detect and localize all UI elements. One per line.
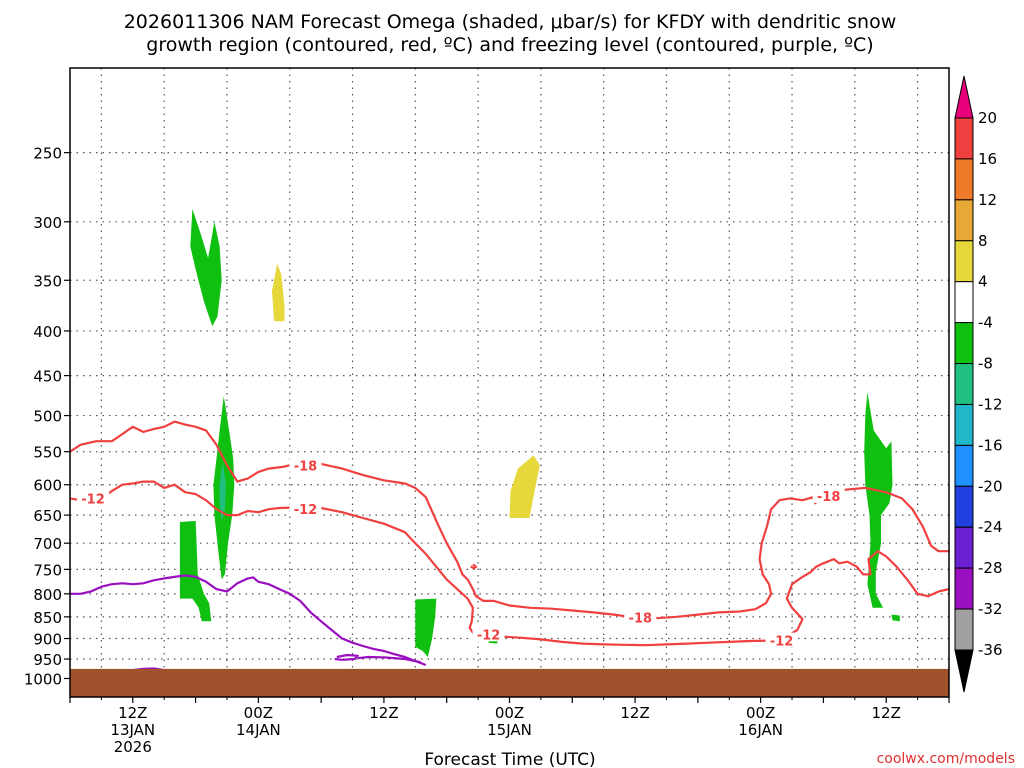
contour-label: -12	[81, 492, 105, 507]
y-axis-ticks: 250 300 350 400 450 500 550 600 650 700 750 800 850 9…	[24, 145, 70, 688]
contour-label-bg	[812, 487, 845, 503]
colorbar-label: -12	[978, 395, 1003, 413]
contour-line	[70, 574, 427, 667]
colorbar-arrow-bottom	[954, 649, 974, 693]
colorbar-label: 20	[978, 109, 997, 127]
terrain-fill	[70, 668, 949, 697]
contour-label: -18	[629, 612, 653, 627]
chart-title-line-2: growth region (contoured, red, ºC) and f…	[146, 34, 873, 56]
colorbar-label: -8	[978, 355, 993, 373]
colorbar-arrow-top	[954, 75, 974, 119]
y-tick-label: 900	[33, 631, 62, 649]
colorbar-swatch	[954, 281, 974, 324]
colorbar-swatch	[954, 608, 974, 651]
colorbar-swatch	[954, 363, 974, 405]
y-tick-label: 400	[33, 323, 62, 341]
credit-text: coolwx.com/models	[877, 751, 1015, 767]
colorbar: 20 16 12 8 4 -4 -8 -12 -16 -20 -24 -28 -32 -36	[954, 75, 1003, 693]
colorbar-swatch	[954, 199, 974, 242]
contour-label: -18	[817, 490, 841, 505]
colorbar-label: -28	[978, 559, 1003, 577]
plot-background	[70, 68, 949, 697]
omega-shaded-region	[190, 208, 222, 327]
y-tick-label: 650	[33, 507, 62, 525]
omega-shaded-region	[891, 614, 900, 622]
y-tick-label: 850	[33, 609, 62, 627]
colorbar-swatch	[954, 240, 974, 283]
chart-title-line-1: 2026011306 NAM Forecast Omega (shaded, μ…	[124, 11, 897, 33]
x-tick-label: 00Z	[244, 704, 273, 722]
terrain	[70, 668, 949, 697]
colorbar-swatch	[954, 117, 974, 160]
colorbar-swatch	[954, 526, 974, 569]
x-tick-label: 14JAN	[236, 721, 281, 739]
colorbar-label: -16	[978, 436, 1003, 454]
colorbar-label: -24	[978, 518, 1003, 536]
colorbar-label: -32	[978, 600, 1003, 618]
colorbar-swatch	[954, 158, 974, 201]
contour-label: -12	[294, 503, 318, 518]
colorbar-label: 8	[978, 232, 988, 250]
colorbar-swatch	[954, 567, 974, 610]
contour-label: -12	[477, 628, 501, 643]
contour-labels: -18 -12 -12 -18 -12 -12 -18	[77, 457, 845, 650]
y-tick-label: 700	[33, 535, 62, 553]
contour-label-bg	[289, 457, 322, 473]
contour-label: -12	[770, 635, 794, 650]
contour-label-bg	[289, 501, 322, 517]
omega-shaded-region	[272, 263, 285, 322]
colorbar-swatch	[954, 322, 974, 365]
y-tick-label: 450	[33, 368, 62, 386]
colorbar-swatch	[954, 403, 974, 446]
x-tick-label: 12Z	[118, 704, 147, 722]
colorbar-label: -4	[978, 314, 993, 332]
omega-shaded-region	[415, 598, 437, 657]
contour-label-bg	[624, 609, 657, 625]
y-tick-label: 800	[33, 586, 62, 604]
contour-line	[70, 420, 949, 620]
grid-lines	[70, 68, 949, 697]
colorbar-label: -20	[978, 477, 1003, 495]
y-tick-label: 500	[33, 408, 62, 426]
omega-shaded-region	[509, 455, 540, 518]
x-tick-label: 12Z	[620, 704, 649, 722]
contour-label: -18	[294, 459, 318, 474]
colorbar-label: 16	[978, 150, 997, 168]
x-tick-label: 2026	[114, 738, 152, 756]
x-axis-label: Forecast Time (UTC)	[424, 750, 595, 768]
colorbar-swatch	[954, 485, 974, 528]
y-tick-label: 250	[33, 145, 62, 163]
omega-shading	[179, 208, 900, 657]
colorbar-label: 4	[978, 273, 988, 291]
omega-shaded-region	[864, 392, 893, 608]
contour-label-bg	[77, 490, 110, 506]
x-tick-label: 00Z	[495, 704, 524, 722]
contour-label-bg	[765, 632, 798, 648]
contour-line	[334, 653, 359, 661]
x-tick-label: 16JAN	[738, 721, 783, 739]
x-tick-label: 15JAN	[487, 721, 532, 739]
x-tick-label: 00Z	[746, 704, 775, 722]
y-tick-label: 300	[33, 214, 62, 232]
colorbar-label: 12	[978, 191, 997, 209]
contour-label-bg	[472, 626, 505, 642]
y-tick-label: 550	[33, 444, 62, 462]
y-tick-label: 750	[33, 561, 62, 579]
x-tick-label: 12Z	[369, 704, 398, 722]
x-tick-label: 13JAN	[110, 721, 155, 739]
contour-line	[470, 563, 478, 570]
y-tick-label: 600	[33, 477, 62, 495]
colorbar-swatch	[954, 444, 974, 487]
omega-shaded-region	[179, 520, 212, 622]
x-tick-label: 12Z	[872, 704, 901, 722]
contour-line	[357, 655, 421, 664]
y-tick-label: 950	[33, 651, 62, 669]
omega-shaded-region	[219, 461, 226, 521]
y-tick-label: 1000	[24, 670, 62, 688]
y-tick-label: 350	[33, 272, 62, 290]
colorbar-label: -36	[978, 641, 1003, 659]
